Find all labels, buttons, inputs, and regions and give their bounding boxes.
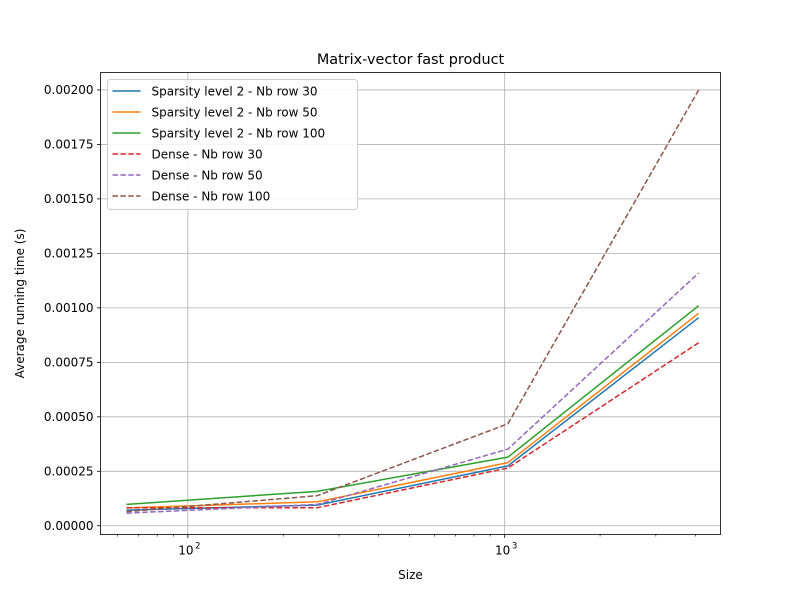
legend: Sparsity level 2 - Nb row 30 Sparsity lev…	[107, 79, 358, 210]
x-tick-label: 10	[178, 544, 193, 558]
y-axis-label: Average running time (s)	[13, 229, 27, 379]
series-line	[126, 312, 700, 509]
series-line	[126, 89, 700, 513]
y-tick-label: 0.00050	[44, 410, 94, 424]
y-tick-label: 0.00100	[44, 301, 94, 315]
y-tick-label: 0.00000	[44, 519, 94, 533]
plot-frame	[100, 72, 721, 535]
legend-entry: Sparsity level 2 - Nb row 30	[152, 84, 318, 98]
axis-ticks: 0.00000 0.00025 0.00050 0.00075 0.00100 0.001…	[44, 83, 696, 558]
legend-entry: Dense - Nb row 50	[152, 168, 263, 182]
legend-entry: Dense - Nb row 30	[152, 147, 263, 161]
x-tick-exponent: 2	[195, 541, 200, 551]
y-tick-label: 0.00150	[44, 192, 94, 206]
y-tick-label: 0.00175	[44, 138, 94, 152]
y-tick-label: 0.00025	[44, 465, 94, 479]
y-tick-label: 0.00125	[44, 247, 94, 261]
x-axis-label: Size	[398, 568, 423, 582]
series-line	[126, 305, 700, 506]
series-line	[126, 272, 700, 514]
legend-entry: Dense - Nb row 100	[152, 189, 271, 203]
chart-title: Matrix-vector fast product	[317, 52, 505, 68]
legend-entry: Sparsity level 2 - Nb row 50	[152, 105, 318, 119]
y-tick-label: 0.00075	[44, 356, 94, 370]
plot-series	[126, 89, 700, 514]
legend-box	[107, 79, 358, 210]
legend-entry: Sparsity level 2 - Nb row 100	[152, 126, 326, 140]
x-tick-label: 10	[495, 544, 510, 558]
series-line	[126, 342, 700, 509]
y-tick-label: 0.00200	[44, 83, 94, 97]
x-tick-exponent: 3	[512, 541, 517, 551]
